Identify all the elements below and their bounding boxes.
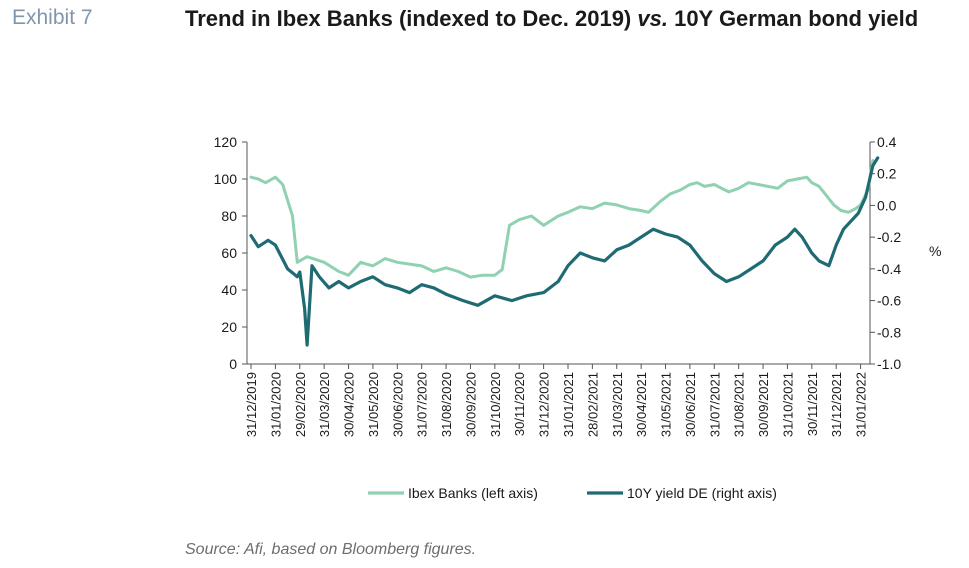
x-tick-label: 31/03/2020 [317,372,332,437]
x-tick-label: 30/06/2021 [683,372,698,437]
right-axis-unit: % [929,243,941,259]
x-tick-label: 31/10/2020 [488,372,503,437]
right-tick-label: 0.4 [877,134,897,150]
right-tick-label: -1.0 [877,356,901,372]
x-tick-label: 31/01/2021 [561,372,576,437]
x-tick-label: 28/02/2021 [585,372,600,437]
x-tick-label: 31/01/2022 [854,372,869,437]
x-tick-label: 30/04/2020 [342,372,357,437]
x-tick-label: 30/09/2020 [463,372,478,437]
x-tick-label: 30/04/2021 [634,372,649,437]
series-10y-yield-line [249,156,880,347]
x-tick-label: 31/12/2019 [244,372,259,437]
x-tick-label: 31/01/2020 [268,372,283,437]
x-tick-label: 29/02/2020 [293,372,308,437]
exhibit-label: Exhibit 7 [12,6,93,29]
left-tick-label: 40 [221,282,237,298]
title-part-a: Trend in Ibex Banks (indexed to Dec. 201… [185,6,638,31]
left-tick-label: 60 [221,245,237,261]
left-tick-label: 0 [229,356,237,372]
right-tick-label: -0.4 [877,261,901,277]
plot-area: 0 20 40 60 80 100 120 -1.0 -0.8 -0.6 -0.4 -0.2 0.0 0.… [214,134,942,501]
left-tick-label: 20 [221,319,237,335]
x-tick-label: 31/08/2020 [439,372,454,437]
title-vs: vs. [637,6,668,31]
right-tick-label: -0.2 [877,229,901,245]
x-tick-label: 31/07/2021 [707,372,722,437]
x-tick-label: 30/06/2020 [390,372,405,437]
x-tick-label: 31/03/2021 [610,372,625,437]
left-tick-label: 80 [221,208,237,224]
left-tick-label: 100 [214,171,238,187]
series-ibex-banks-line [249,159,875,279]
right-tick-label: 0.0 [877,197,897,213]
chart-title: Trend in Ibex Banks (indexed to Dec. 201… [185,4,955,34]
x-tick-label: 31/05/2021 [659,372,674,437]
title-part-b: 10Y German bond yield [667,6,919,31]
x-tick-label: 30/11/2021 [805,372,820,436]
x-tick-label: 31/10/2021 [780,372,795,437]
legend-label-yield: 10Y yield DE (right axis) [627,485,777,501]
x-tick-label: 31/12/2021 [829,372,844,437]
source-note: Source: Afi, based on Bloomberg figures. [185,541,477,558]
right-tick-label: -0.6 [877,293,901,309]
x-tick-label: 31/12/2020 [537,372,552,437]
right-tick-label: 0.2 [877,166,897,182]
right-tick-label: -0.8 [877,324,901,340]
x-tick-label: 30/09/2021 [756,372,771,437]
x-tick-label: 31/05/2020 [366,372,381,437]
left-tick-label: 120 [214,134,238,150]
x-tick-label: 31/07/2020 [415,372,430,437]
x-tick-label: 30/11/2020 [512,372,527,436]
legend-label-ibex: Ibex Banks (left axis) [408,485,538,501]
x-tick-label: 31/08/2021 [732,372,747,437]
